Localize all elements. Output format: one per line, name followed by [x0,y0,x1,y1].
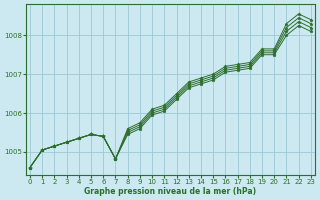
X-axis label: Graphe pression niveau de la mer (hPa): Graphe pression niveau de la mer (hPa) [84,187,257,196]
